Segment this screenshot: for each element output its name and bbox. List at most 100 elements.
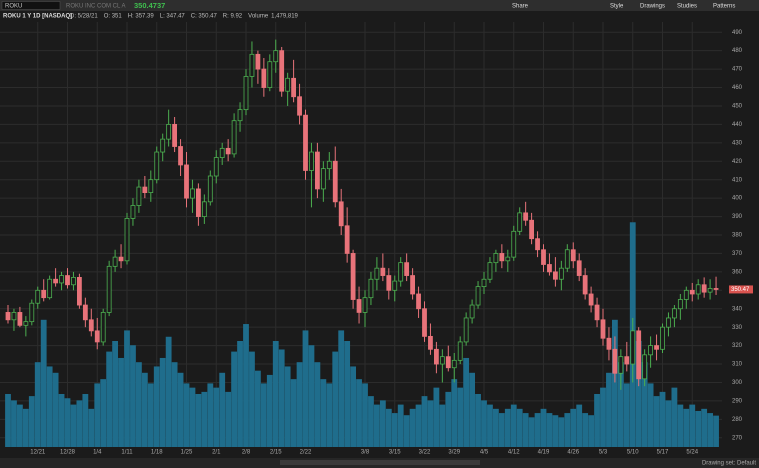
candle-body bbox=[118, 256, 124, 262]
volume-bar bbox=[82, 394, 89, 447]
x-tick-label: 5/3 bbox=[599, 450, 608, 456]
candle-body bbox=[267, 61, 273, 88]
candle-body bbox=[231, 120, 237, 155]
x-tick-label: 2/1 bbox=[212, 450, 221, 456]
volume-bar bbox=[338, 330, 345, 447]
x-tick-label: 4/12 bbox=[508, 450, 520, 456]
toolbar-button[interactable]: Share bbox=[512, 4, 529, 10]
candle-body bbox=[243, 76, 249, 111]
drawing-set[interactable]: Drawing set: Default bbox=[702, 461, 756, 467]
candle-body bbox=[201, 201, 207, 217]
candle-body bbox=[178, 146, 183, 166]
volume-bar bbox=[493, 408, 499, 447]
candle-body bbox=[273, 50, 279, 63]
volume-bar bbox=[713, 415, 719, 447]
candle-body bbox=[517, 212, 523, 232]
candle-body bbox=[213, 157, 219, 177]
volume-bar bbox=[701, 408, 708, 447]
symbol[interactable]: ROKU bbox=[5, 4, 22, 10]
candle-body bbox=[612, 348, 618, 374]
toolbar bbox=[0, 0, 759, 11]
volume-bar bbox=[623, 383, 630, 447]
candle-body bbox=[392, 280, 398, 291]
symbol-input[interactable] bbox=[1, 1, 61, 10]
candle-body bbox=[481, 278, 487, 288]
y-tick-label: 270 bbox=[732, 435, 743, 441]
volume-bar bbox=[130, 345, 136, 447]
volume-bar bbox=[332, 351, 339, 447]
x-tick-label: 1/18 bbox=[151, 450, 163, 456]
volume-bar bbox=[487, 404, 493, 447]
toolbar-button[interactable]: Drawings bbox=[640, 4, 665, 10]
candle-body bbox=[535, 238, 540, 251]
candle-body bbox=[499, 253, 505, 262]
candle-body bbox=[82, 304, 88, 321]
candle-body bbox=[172, 123, 178, 147]
candle-body bbox=[416, 293, 421, 310]
volume-label: Volume bbox=[248, 14, 269, 20]
toolbar-button[interactable]: Style bbox=[610, 4, 624, 10]
volume-bar bbox=[136, 362, 142, 447]
last-price-label: 350.47 bbox=[731, 287, 750, 293]
volume-bar bbox=[689, 404, 696, 447]
volume-bar bbox=[153, 366, 160, 447]
volume-bar bbox=[320, 379, 327, 447]
candle-body bbox=[439, 356, 445, 365]
candle-body bbox=[65, 275, 70, 286]
candle-body bbox=[683, 289, 689, 300]
volume-bar bbox=[362, 383, 368, 447]
y-tick-label: 490 bbox=[732, 30, 743, 36]
volume-bar bbox=[653, 396, 660, 447]
toolbar-buttons: Share Style Drawings Studies Patterns bbox=[512, 4, 735, 10]
candle-body bbox=[219, 147, 225, 158]
volume-bar bbox=[94, 383, 101, 447]
last-price-tag bbox=[729, 285, 753, 294]
candle-body bbox=[261, 68, 267, 88]
x-tick-label: 1/25 bbox=[181, 450, 193, 456]
candle-body bbox=[184, 164, 189, 199]
volume-bar bbox=[558, 417, 565, 447]
volume-bar bbox=[118, 357, 124, 447]
scrollbar[interactable] bbox=[280, 460, 480, 465]
volume-bar bbox=[695, 410, 702, 447]
y-tick-label: 320 bbox=[732, 343, 743, 349]
volume-value: 1,479,819 bbox=[271, 14, 298, 20]
candle-body bbox=[677, 299, 683, 310]
candle-body bbox=[350, 253, 356, 300]
candle-body bbox=[23, 321, 29, 326]
volume-bar bbox=[195, 394, 202, 447]
candle-body bbox=[606, 337, 612, 350]
volume-bar bbox=[207, 383, 214, 447]
candle-body bbox=[332, 160, 338, 203]
volume-bar bbox=[296, 362, 303, 447]
candle-body bbox=[445, 356, 451, 369]
volume-bar bbox=[272, 341, 279, 447]
x-tick-label: 1/4 bbox=[93, 450, 102, 456]
volume-bar bbox=[641, 362, 648, 447]
candle-body bbox=[356, 299, 362, 313]
candle-body bbox=[35, 289, 41, 304]
volume-bar bbox=[356, 379, 362, 447]
y-tick-label: 370 bbox=[732, 251, 743, 257]
volume-bar bbox=[159, 357, 166, 447]
y-tick-label: 390 bbox=[732, 214, 743, 220]
candle-body bbox=[463, 317, 469, 343]
candle-body bbox=[469, 304, 475, 319]
toolbar-button[interactable]: Patterns bbox=[713, 4, 735, 10]
volume-bar bbox=[183, 383, 190, 447]
y-tick-label: 450 bbox=[732, 104, 743, 110]
candle-body bbox=[707, 288, 713, 293]
volume-bar bbox=[457, 387, 464, 447]
candle-body bbox=[106, 265, 112, 313]
volume-bar bbox=[100, 379, 107, 447]
candle-body bbox=[505, 256, 511, 262]
toolbar-button[interactable]: Studies bbox=[677, 4, 697, 10]
volume-bar bbox=[58, 394, 65, 447]
candle-body bbox=[636, 330, 642, 380]
volume-bar bbox=[308, 345, 315, 447]
y-tick-label: 430 bbox=[732, 140, 743, 146]
x-tick-label: 4/19 bbox=[538, 450, 550, 456]
volume-bar bbox=[314, 362, 321, 447]
